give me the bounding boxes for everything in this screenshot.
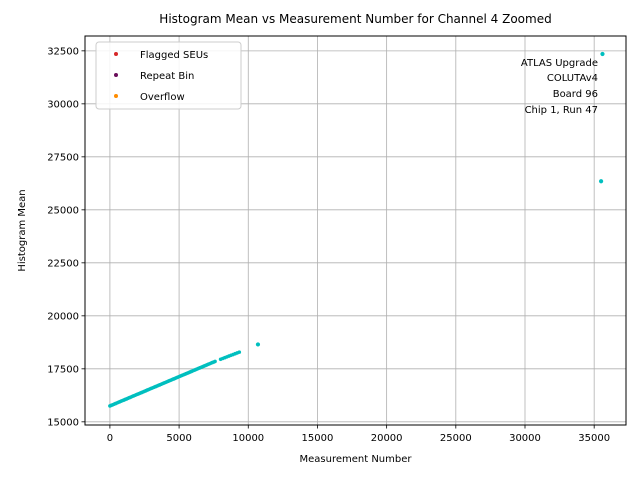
y-tick-label: 30000	[47, 99, 79, 110]
x-tick-label: 25000	[440, 433, 472, 444]
annotation-text: ATLAS Upgrade COLUTAv4 Board 96 Chip 1, …	[521, 58, 598, 116]
x-tick-label: 5000	[166, 433, 191, 444]
y-tick-label: 25000	[47, 205, 79, 216]
plot-frame	[84, 35, 627, 426]
data-point	[598, 179, 604, 184]
y-tick-label: 32500	[47, 46, 79, 57]
x-tick-label: 30000	[509, 433, 541, 444]
y-tick-label: 17500	[47, 364, 79, 375]
y-tick-label: 15000	[47, 417, 79, 428]
chart-title: Histogram Mean vs Measurement Number for…	[159, 12, 551, 26]
y-tick-label: 22500	[47, 258, 79, 269]
legend-marker	[114, 52, 118, 56]
x-tick-label: 10000	[232, 433, 264, 444]
legend-marker	[114, 73, 118, 77]
annotation-line-1: ATLAS Upgrade	[521, 58, 598, 69]
y-axis-label: Histogram Mean	[17, 189, 28, 271]
x-axis-label: Measurement Number	[299, 454, 412, 465]
data-point	[255, 342, 261, 347]
legend: Flagged SEUs Repeat Bin Overflow	[95, 41, 242, 110]
legend-marker	[114, 94, 118, 98]
legend-label: Flagged SEUs	[140, 50, 208, 61]
x-tick-label: 20000	[371, 433, 403, 444]
data-points	[108, 51, 605, 408]
x-tick-label: 0	[107, 433, 113, 444]
x-tick-label: 35000	[578, 433, 610, 444]
data-point	[600, 51, 605, 57]
annotation-line-2: COLUTAv4	[547, 73, 598, 84]
x-tick-label: 15000	[302, 433, 334, 444]
annotation-line-4: Chip 1, Run 47	[525, 105, 598, 116]
data-point	[213, 359, 217, 364]
legend-label: Repeat Bin	[140, 71, 194, 82]
data-point	[237, 350, 242, 354]
grid	[85, 36, 626, 425]
y-tick-label: 20000	[47, 311, 79, 322]
legend-box	[95, 41, 242, 110]
legend-label: Overflow	[140, 92, 185, 103]
axis-ticks: 0 5000 10000 15000 20000 25000 30000 35000 15000…	[47, 46, 610, 444]
annotation-line-3: Board 96	[553, 89, 598, 100]
y-tick-label: 27500	[47, 152, 79, 163]
